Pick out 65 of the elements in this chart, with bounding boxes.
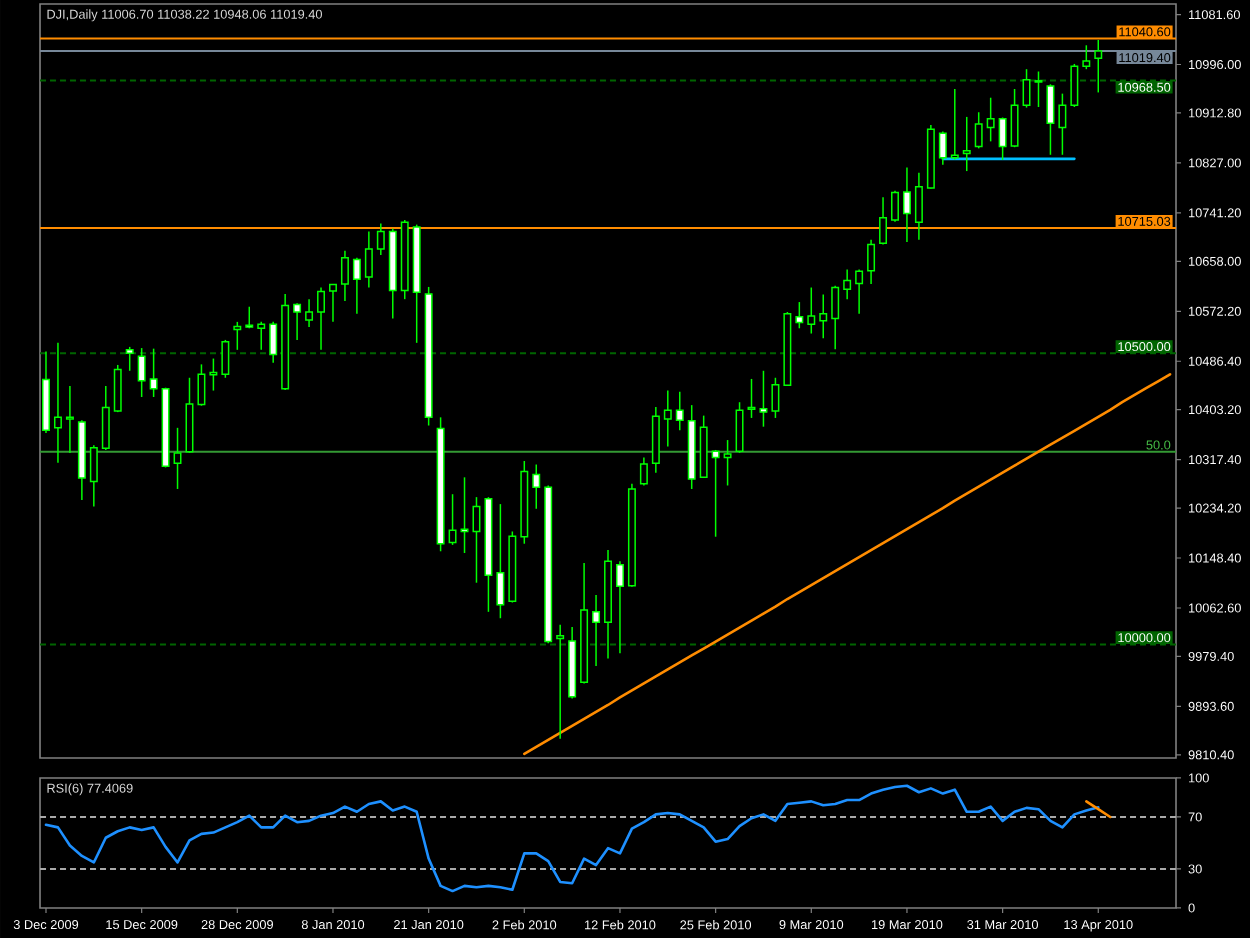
candlestick <box>879 196 888 246</box>
candlestick <box>867 239 876 285</box>
candlestick <box>855 268 864 315</box>
candlestick <box>149 347 158 398</box>
candlestick <box>1082 44 1091 70</box>
candlestick <box>1094 39 1103 94</box>
candlestick <box>209 357 218 392</box>
candlestick <box>1022 68 1031 109</box>
candlestick <box>986 96 995 143</box>
candlestick <box>1010 88 1019 148</box>
candlestick <box>891 190 899 223</box>
candlestick <box>317 286 326 351</box>
candlestick <box>197 363 206 407</box>
candlestick <box>173 427 182 490</box>
candlestick <box>221 339 230 379</box>
candlestick <box>819 293 828 339</box>
candlestick <box>89 444 98 508</box>
candlestick <box>125 346 134 372</box>
candlestick <box>663 389 672 448</box>
candlestick <box>651 406 660 474</box>
candlestick <box>735 401 744 454</box>
candlestick <box>101 385 110 451</box>
candlestick <box>1046 83 1055 156</box>
candlestick <box>807 286 816 335</box>
candlestick <box>795 301 804 330</box>
candlestick <box>759 370 768 428</box>
candlestick <box>233 321 242 351</box>
candlestick <box>352 257 361 315</box>
candlestick <box>843 268 852 300</box>
candlestick <box>592 594 601 667</box>
candlestick <box>113 364 122 413</box>
candlestick <box>1034 70 1043 108</box>
candlestick <box>639 456 648 487</box>
line-series <box>44 784 1100 893</box>
candlestick <box>53 342 62 464</box>
candlestick <box>293 302 302 341</box>
candlestick <box>269 321 278 364</box>
candlestick <box>448 493 457 546</box>
candlestick <box>340 250 349 302</box>
candlestick <box>65 385 74 454</box>
candlestick <box>723 439 732 487</box>
candlestick <box>376 222 385 256</box>
candlestick <box>257 321 266 351</box>
candlestick <box>914 172 923 241</box>
candlestick <box>1070 63 1079 108</box>
candlestick <box>998 116 1007 161</box>
candlestick <box>472 496 481 584</box>
candlestick <box>831 285 840 350</box>
candlestick <box>974 111 983 150</box>
candlestick <box>137 347 146 398</box>
candlestick <box>532 463 541 510</box>
candlestick <box>771 377 780 419</box>
candlestick <box>902 166 911 243</box>
candlestick <box>460 476 469 554</box>
candlestick <box>615 560 624 654</box>
candlestick <box>938 130 947 166</box>
candlestick <box>962 116 971 172</box>
candlestick <box>329 283 337 323</box>
candlestick <box>711 449 720 538</box>
candlestick <box>556 623 565 740</box>
candlestick <box>305 298 314 328</box>
candlestick <box>364 230 373 289</box>
candlestick <box>496 503 505 619</box>
candlestick <box>1058 92 1067 156</box>
candlestick <box>675 390 684 431</box>
